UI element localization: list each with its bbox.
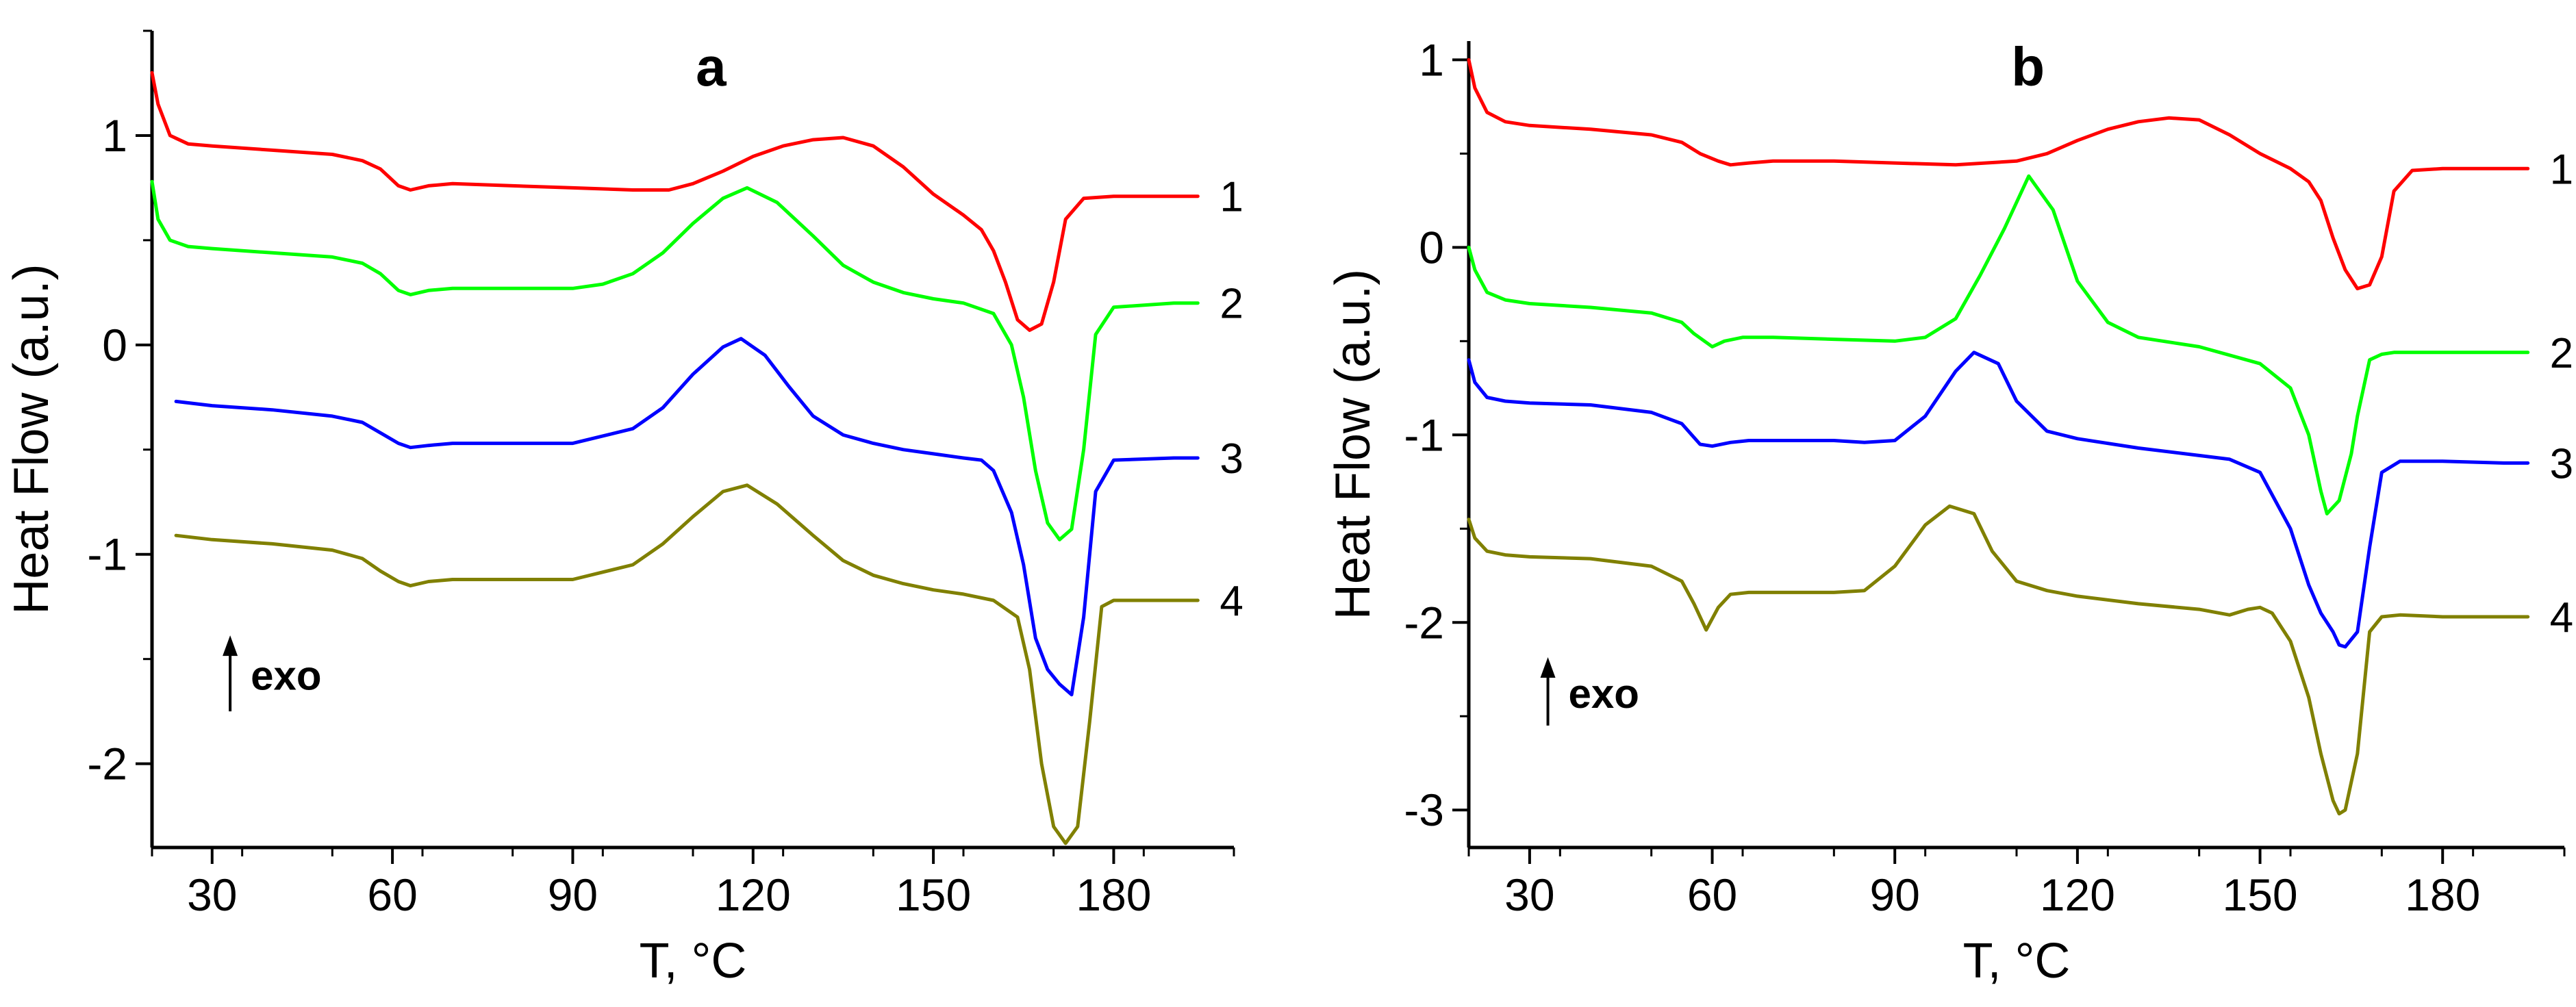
x-tick-label: 150 (2222, 869, 2297, 920)
series-label-4: 4 (1220, 578, 1243, 625)
series-line-3 (174, 337, 1200, 697)
panel-b: 30 60 90 120 150 180 -3 -2 -1 0 1 T, °C Heat Flow (a… (1326, 34, 2573, 989)
panel-a: 30 60 90 120 150 180 -2 -1 0 1 T, °C Heat Flow (a.u… (4, 29, 1243, 989)
series-line-2 (150, 179, 1200, 541)
y-tick-label: -1 (1404, 409, 1444, 460)
y-tick-label: -1 (87, 529, 127, 580)
panel-label: b (2011, 36, 2045, 97)
y-tick-label: 0 (1419, 222, 1444, 272)
x-tick-label: 120 (716, 869, 791, 920)
series-label-4: 4 (2550, 594, 2573, 641)
y-tick-label: 1 (102, 110, 127, 161)
series-label-2: 2 (2550, 330, 2573, 377)
y-axis-title: Heat Flow (a.u.) (4, 264, 59, 614)
y-tick-label: 1 (1419, 34, 1444, 85)
x-axis-title: T, °C (1963, 934, 2071, 989)
x-tick-label: 90 (1870, 869, 1920, 920)
series-line-4 (174, 483, 1200, 845)
exo-arrow-head (1540, 657, 1556, 678)
y-tick-label: 0 (102, 320, 127, 370)
x-tick-label: 30 (1504, 869, 1554, 920)
x-tick-label: 180 (2405, 869, 2480, 920)
y-axis-title: Heat Flow (a.u.) (1326, 269, 1380, 620)
x-axis-title: T, °C (640, 934, 747, 989)
x-tick-label: 30 (187, 869, 237, 920)
series-line-2 (1467, 174, 2530, 515)
series-label-1: 1 (1220, 174, 1243, 221)
x-tick-label: 60 (1687, 869, 1737, 920)
series-line-3 (1467, 350, 2530, 649)
x-tick-label: 120 (2040, 869, 2115, 920)
exo-label: exo (251, 653, 321, 699)
x-tick-label: 150 (896, 869, 971, 920)
series-label-3: 3 (2550, 440, 2573, 487)
series-label-1: 1 (2550, 146, 2573, 193)
panel-label: a (696, 36, 727, 97)
exo-label: exo (1569, 671, 1639, 717)
x-tick-label: 180 (1076, 869, 1151, 920)
series-label-2: 2 (1220, 281, 1243, 328)
x-tick-label: 60 (367, 869, 417, 920)
series-line-4 (1467, 504, 2530, 816)
y-tick-label: -2 (87, 739, 127, 789)
exo-arrow-head (223, 635, 238, 657)
series-line-1 (150, 71, 1200, 332)
y-tick-label: -2 (1404, 597, 1444, 648)
series-line-1 (1467, 58, 2530, 291)
y-tick-label: -3 (1404, 785, 1444, 835)
x-tick-label: 90 (548, 869, 598, 920)
series-label-3: 3 (1220, 435, 1243, 483)
